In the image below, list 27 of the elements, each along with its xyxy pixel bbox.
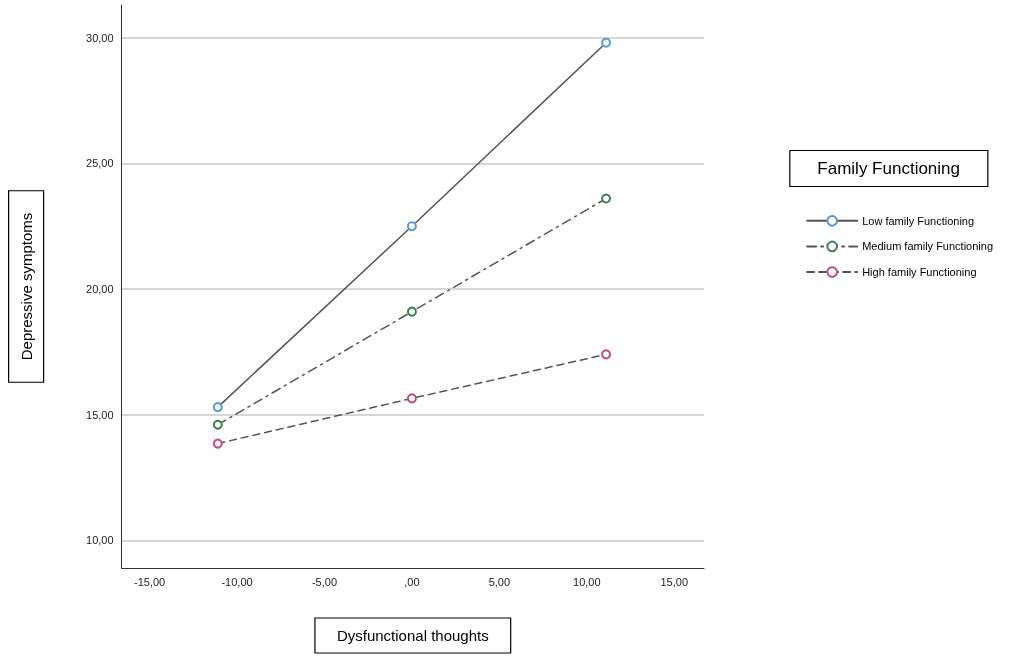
y-axis-title: Depressive symptoms — [17, 212, 35, 361]
x-tick-label: -15,00 — [133, 575, 166, 588]
point — [212, 419, 223, 430]
y-tick-label: 20,00 — [86, 283, 114, 296]
y-tick-label: 25,00 — [86, 157, 114, 170]
legend-label: Low family Functioning — [862, 214, 975, 227]
point — [406, 306, 417, 317]
point — [601, 349, 612, 360]
y-tick-label: 30,00 — [86, 31, 114, 44]
y-tick-label: 10,00 — [86, 534, 114, 547]
x-axis-title: Dysfunctional thoughts — [336, 627, 489, 644]
legend-title: Family Functioning — [817, 159, 961, 178]
point — [406, 393, 417, 404]
y-tick-label: 15,00 — [86, 408, 114, 421]
legend-label: High family Functioning — [862, 266, 977, 278]
point — [601, 37, 612, 48]
legend-label: Medium family Functioning — [862, 240, 994, 253]
x-tick-label: 15,00 — [660, 575, 689, 588]
point — [212, 402, 223, 413]
point — [601, 193, 612, 204]
x-tick-label: -10,00 — [221, 575, 253, 588]
x-tick-label: 5,00 — [488, 575, 511, 588]
x-tick-label: ,00 — [404, 575, 420, 588]
point — [406, 221, 417, 232]
x-tick-label: 10,00 — [573, 575, 601, 588]
point — [212, 438, 223, 449]
x-tick-label: -5,00 — [311, 575, 338, 588]
